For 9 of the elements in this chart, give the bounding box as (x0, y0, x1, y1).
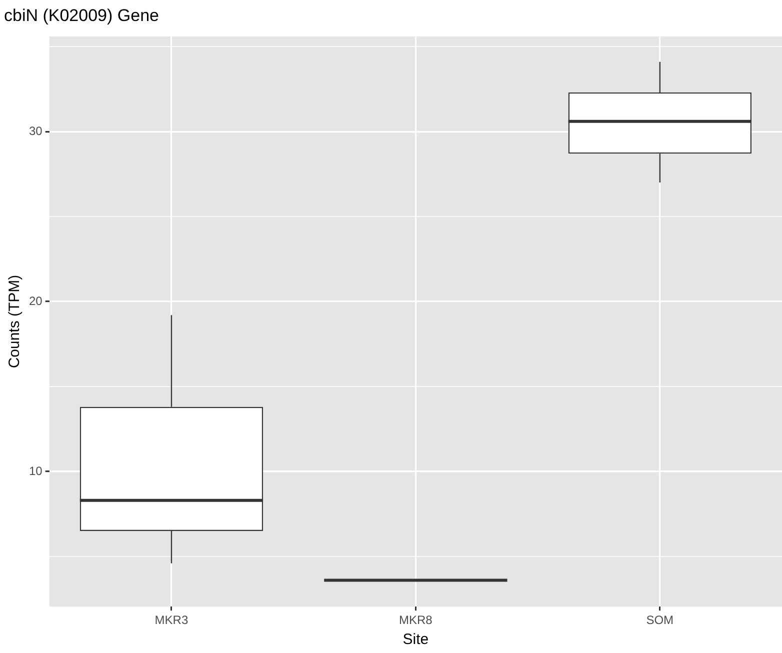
x-tick-label: MKR3 (154, 613, 188, 628)
y-tick-label: 10 (28, 464, 43, 478)
x-tick-label: SOM (646, 613, 674, 628)
y-axis-title: Counts (TPM) (6, 274, 24, 368)
y-tick-label: 20 (28, 294, 43, 308)
chart-title: cbiN (K02009) Gene (4, 6, 159, 25)
y-tick-label: 30 (28, 124, 43, 138)
x-axis-title: Site (402, 631, 429, 648)
x-tick-label: MKR8 (399, 613, 433, 628)
